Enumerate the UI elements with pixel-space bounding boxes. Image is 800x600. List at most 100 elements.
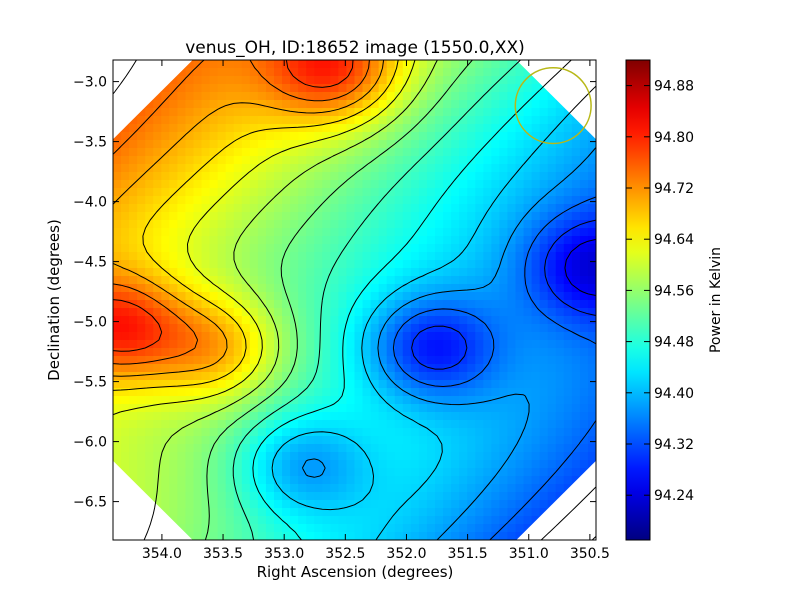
heatmap-cell	[563, 108, 573, 117]
heatmap-cell	[426, 428, 436, 437]
heatmap-cell	[225, 268, 235, 277]
heatmap-cell	[435, 156, 444, 165]
heatmap-cell	[571, 300, 581, 309]
heatmap-cell	[113, 404, 122, 413]
heatmap-cell	[547, 324, 557, 333]
heatmap-cell	[282, 468, 291, 477]
heatmap-cell	[555, 196, 565, 205]
heatmap-cell	[193, 68, 203, 77]
heatmap-cell	[282, 484, 291, 493]
heatmap-cell	[201, 428, 211, 437]
heatmap-cell	[539, 108, 549, 117]
heatmap-cell	[153, 476, 162, 485]
heatmap-cell	[410, 124, 420, 133]
heatmap-cell	[386, 68, 396, 77]
heatmap-cell	[153, 340, 162, 349]
heatmap-cell	[177, 460, 187, 469]
heatmap-cell	[539, 308, 549, 317]
heatmap-cell	[153, 316, 162, 325]
heatmap-cell	[265, 316, 275, 325]
heatmap-cell	[177, 100, 187, 109]
heatmap-cell	[330, 476, 339, 485]
heatmap-cell	[145, 388, 154, 397]
heatmap-cell	[225, 60, 235, 69]
heatmap-cell	[306, 508, 315, 517]
heatmap-cell	[362, 372, 372, 381]
heatmap-cell	[298, 292, 307, 301]
heatmap-cell	[571, 180, 581, 189]
heatmap-cell	[555, 340, 565, 349]
heatmap-cell	[161, 404, 170, 413]
heatmap-cell	[443, 476, 452, 485]
heatmap-cell	[483, 204, 492, 213]
heatmap-cell	[217, 84, 227, 93]
heatmap-cell	[177, 444, 187, 453]
heatmap-cell	[499, 148, 509, 157]
heatmap-cell	[113, 324, 122, 333]
heatmap-cell	[523, 420, 533, 429]
heatmap-cell	[410, 132, 420, 141]
heatmap-cell	[274, 244, 283, 253]
heatmap-cell	[515, 340, 525, 349]
heatmap-cell	[354, 484, 364, 493]
heatmap-cell	[338, 284, 348, 293]
heatmap-cell	[467, 324, 476, 333]
heatmap-cell	[531, 284, 541, 293]
heatmap-cell	[523, 100, 533, 109]
heatmap-cell	[274, 276, 283, 285]
heatmap-cell	[153, 436, 162, 445]
heatmap-cell	[515, 476, 525, 485]
heatmap-cell	[153, 180, 162, 189]
heatmap-cell	[145, 324, 154, 333]
heatmap-cell	[290, 268, 299, 277]
heatmap-cell	[169, 308, 178, 317]
heatmap-cell	[362, 524, 372, 533]
heatmap-cell	[298, 300, 307, 309]
heatmap-cell	[338, 268, 348, 277]
heatmap-cell	[137, 204, 146, 213]
heatmap-cell	[298, 428, 307, 437]
heatmap-cell	[113, 380, 122, 389]
heatmap-cell	[113, 212, 122, 221]
heatmap-cell	[169, 404, 178, 413]
heatmap-cell	[346, 252, 356, 261]
heatmap-cell	[217, 380, 227, 389]
heatmap-cell	[330, 276, 339, 285]
heatmap-cell	[185, 484, 195, 493]
map-mask-corner	[516, 460, 596, 540]
heatmap-cell	[338, 484, 348, 493]
heatmap-cell	[129, 204, 138, 213]
heatmap-cell	[121, 420, 130, 429]
heatmap-cell	[443, 68, 452, 77]
heatmap-cell	[362, 60, 372, 69]
heatmap-cell	[265, 236, 275, 245]
heatmap-cell	[499, 340, 509, 349]
heatmap-cell	[507, 340, 517, 349]
heatmap-cell	[394, 308, 404, 317]
heatmap-cell	[265, 396, 275, 405]
heatmap-cell	[298, 380, 307, 389]
heatmap-cell	[515, 468, 525, 477]
heatmap-cell	[290, 140, 299, 149]
heatmap-cell	[515, 148, 525, 157]
heatmap-cell	[539, 236, 549, 245]
heatmap-cell	[241, 524, 251, 533]
heatmap-cell	[459, 180, 468, 189]
heatmap-cell	[153, 308, 162, 317]
heatmap-cell	[483, 436, 492, 445]
heatmap-cell	[443, 308, 452, 317]
heatmap-cell	[378, 68, 388, 77]
heatmap-cell	[298, 212, 307, 221]
heatmap-cell	[274, 508, 283, 517]
heatmap-cell	[451, 116, 460, 125]
heatmap-cell	[314, 148, 323, 157]
heatmap-cell	[225, 228, 235, 237]
heatmap-cell	[435, 444, 444, 453]
heatmap-cell	[161, 300, 170, 309]
heatmap-cell	[362, 140, 372, 149]
heatmap-cell	[145, 132, 154, 141]
heatmap-cell	[314, 404, 323, 413]
heatmap-cell	[314, 228, 323, 237]
heatmap-cell	[217, 468, 227, 477]
heatmap-cell	[499, 364, 509, 373]
